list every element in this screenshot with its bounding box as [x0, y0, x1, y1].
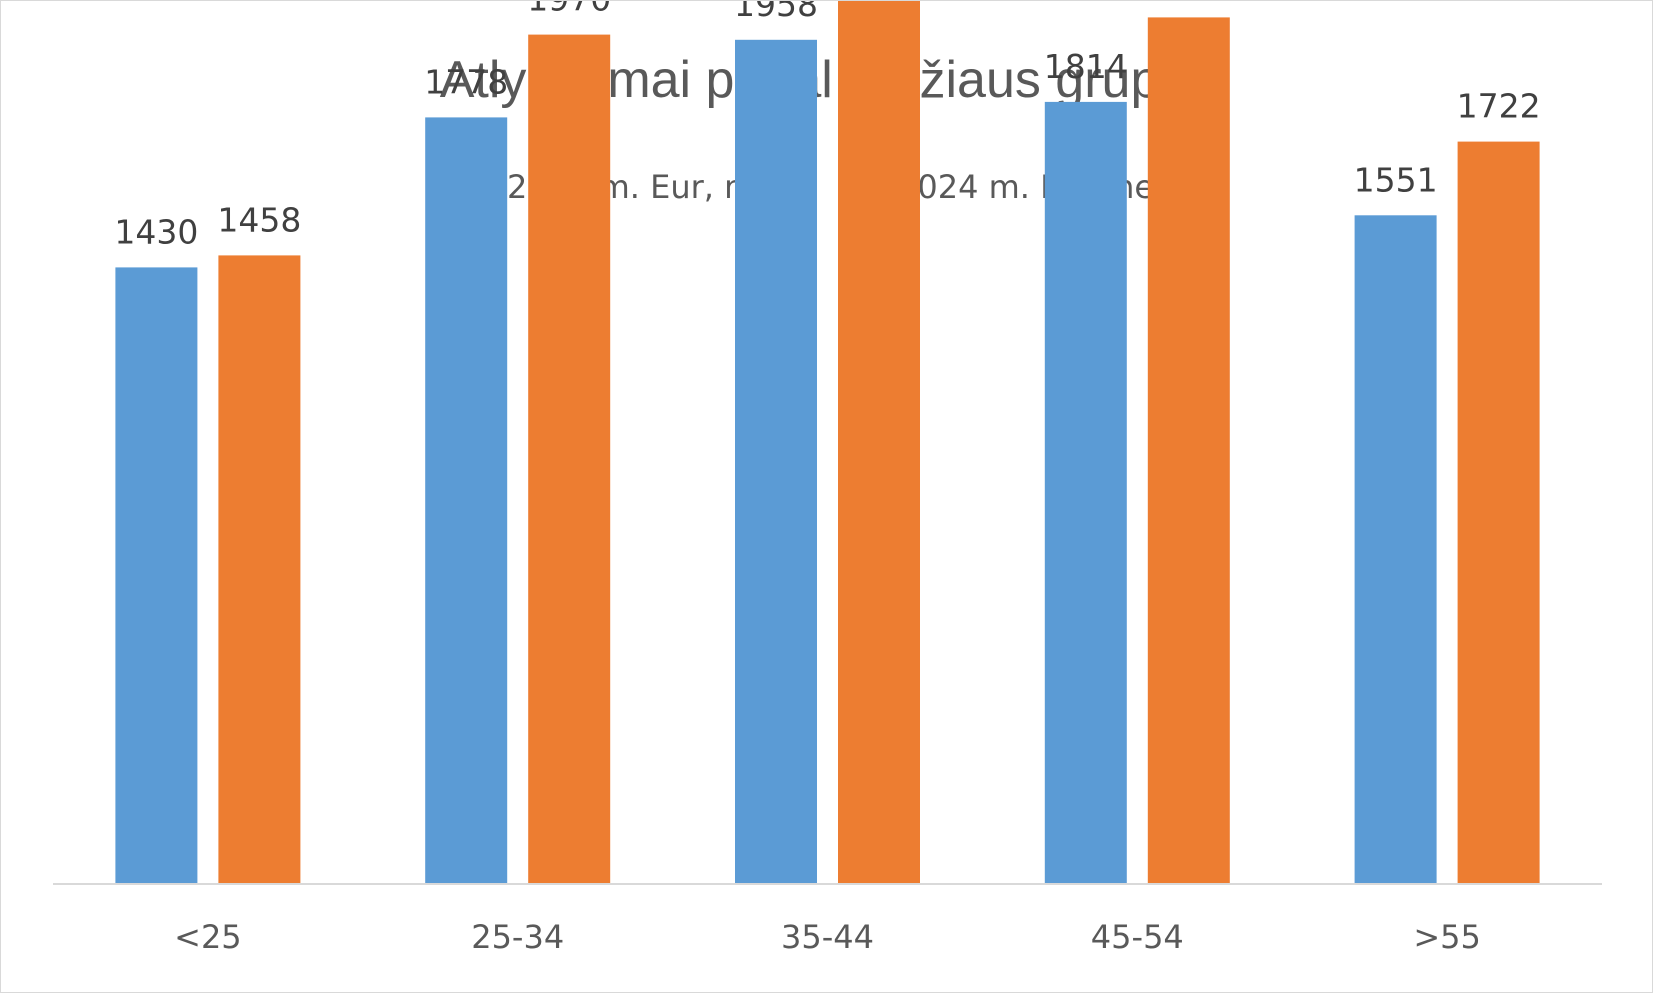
- bar-2024-3: [838, 1, 920, 884]
- data-label-2024-2: 1970: [527, 1, 611, 19]
- plot-area: 14301458<251778197025-341958215735-44181…: [114, 1, 1541, 956]
- data-label-2023-5: 1551: [1354, 160, 1438, 199]
- data-label-2023-1: 1430: [114, 212, 198, 251]
- bar-2023-5: [1354, 215, 1437, 885]
- bar-2024-5: [1457, 141, 1540, 885]
- bar-2024-2: [528, 34, 611, 885]
- x-tick-label-2: 25-34: [471, 918, 564, 956]
- bar-2023-3: [735, 39, 817, 885]
- x-tick-label-3: 35-44: [781, 918, 874, 956]
- bar-2023-4: [1044, 101, 1127, 884]
- bar-2024-4: [1147, 17, 1230, 884]
- bar-2024-1: [218, 255, 301, 884]
- x-tick-label-4: 45-54: [1091, 918, 1184, 956]
- data-label-2024-5: 1722: [1457, 87, 1541, 126]
- data-label-2023-3: 1958: [734, 1, 818, 24]
- data-label-2024-1: 1458: [217, 200, 301, 239]
- bar-2023-1: [115, 267, 198, 884]
- data-label-2023-2: 1778: [424, 62, 508, 101]
- x-tick-label-5: >55: [1413, 918, 1481, 956]
- data-label-2023-4: 1814: [1044, 47, 1128, 86]
- x-tick-label-1: <25: [174, 918, 242, 956]
- legend-label-2024: 2024 m. Eur, neto: [897, 168, 1186, 206]
- bar-2023-2: [425, 117, 508, 884]
